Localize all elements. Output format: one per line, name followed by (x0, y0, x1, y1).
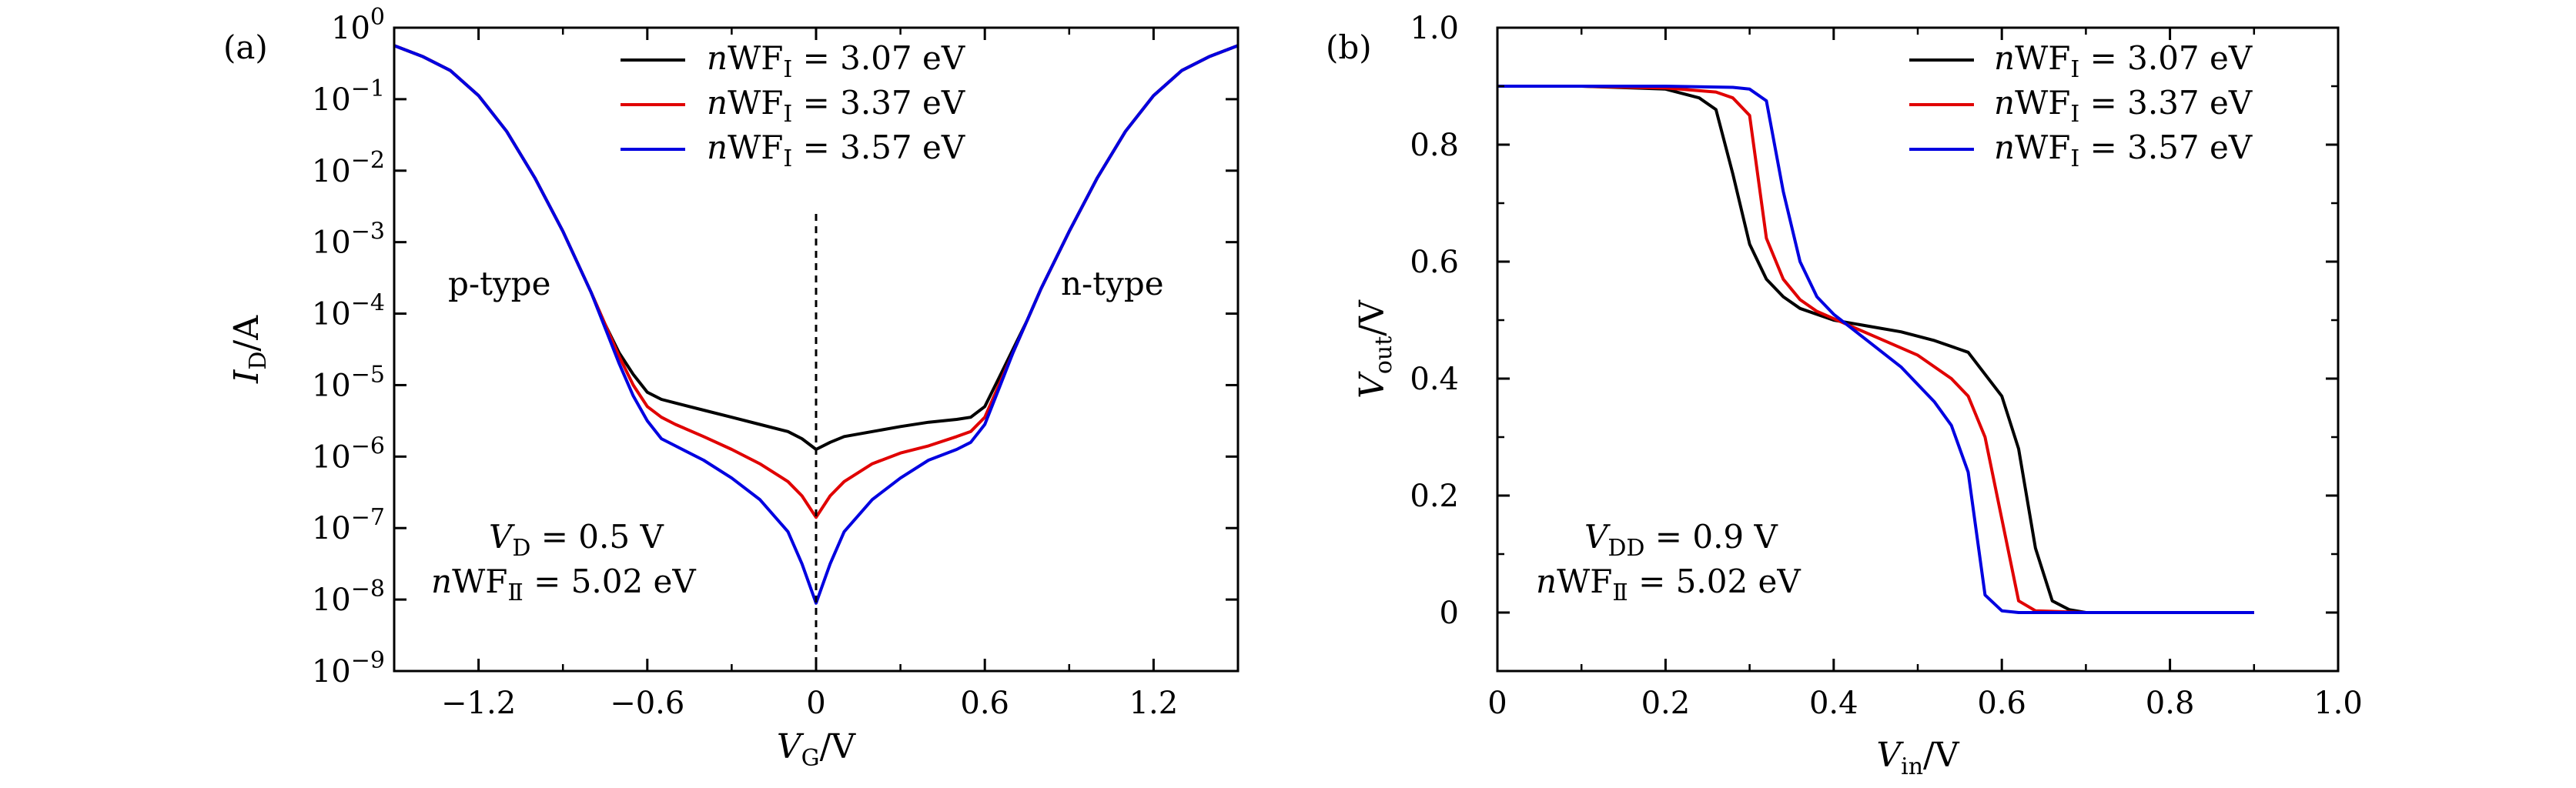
panel-b-y-tick-label: 0.4 (1410, 362, 1459, 397)
panel-b-series-line-1 (1497, 85, 2254, 614)
panel-a-y-tick-label: 10−2 (312, 147, 385, 189)
panel-b-legend-label-1: nWFI = 3.07 eV (1994, 39, 2253, 83)
panel-a-condition-wf2: nWFⅡ = 5.02 eV (431, 563, 696, 606)
panel-a-label: (a) (223, 28, 268, 66)
panel-a-y-tick-label: 100 (331, 4, 385, 46)
panel-a-legend-label-1: nWFI = 3.07 eV (707, 39, 965, 83)
svg-text:nWFⅡ = 5.02 eV: nWFⅡ = 5.02 eV (431, 563, 696, 606)
panel-b-series-line-3 (1497, 85, 2254, 614)
svg-text:VG/V: VG/V (777, 727, 857, 772)
panel-a-y-tick-label: 10−9 (312, 647, 385, 690)
panel-b-y-tick-label: 1.0 (1410, 11, 1459, 46)
panel-a-y-tick-label: 10−7 (312, 504, 385, 546)
panel-a-condition-vd: VD = 0.5 V (489, 518, 664, 562)
panel-b-x-tick-label: 0 (1487, 686, 1507, 721)
panel-a-y-tick-label: 10−3 (312, 219, 385, 261)
panel-b-y-tick-label: 0.6 (1410, 245, 1459, 280)
p-type-label: p-type (448, 265, 550, 302)
panel-b-label: (b) (1326, 28, 1372, 66)
svg-text:nWFⅡ = 5.02 eV: nWFⅡ = 5.02 eV (1536, 563, 1801, 606)
svg-text:VDD = 0.9 V: VDD = 0.9 V (1584, 518, 1778, 562)
panel-a-y-tick-label: 10−8 (312, 576, 385, 618)
panel-b-condition-vdd: VDD = 0.9 V (1584, 518, 1778, 562)
svg-text:Vout/V: Vout/V (1353, 299, 1397, 399)
panel-b-y-tick-label: 0 (1440, 596, 1459, 631)
panel-b-x-axis-label: Vin/V (1876, 736, 1960, 780)
panel-a-legend-label-3: nWFI = 3.57 eV (707, 129, 965, 172)
panel-a-series-line-3 (393, 44, 1239, 605)
panel-b-x-tick-label: 0.4 (1809, 686, 1858, 721)
n-type-label: n-type (1061, 265, 1164, 302)
panel-b-legend-label-3: nWFI = 3.57 eV (1994, 129, 2253, 172)
svg-text:ID/A: ID/A (227, 315, 272, 384)
panel-b-x-tick-label: 1.0 (2313, 686, 2363, 721)
panel-b-condition-wf2: nWFⅡ = 5.02 eV (1536, 563, 1801, 606)
panel-b-y-axis-label: Vout/V (1353, 299, 1397, 399)
panel-a-x-tick-label: −1.2 (441, 686, 516, 721)
panel-b-chart: (b) 0 0.2 0.4 0.6 0.8 1.0 0 0.2 0.4 0.6 0.8 1.0 Vin… (1326, 11, 2363, 780)
panel-a-y-tick-label: 10−1 (312, 75, 385, 118)
panel-a-y-tick-label: 10−6 (312, 432, 385, 475)
panel-a-x-tick-label: 0.6 (960, 686, 1009, 721)
panel-b-legend-label-2: nWFI = 3.37 eV (1994, 84, 2253, 128)
panel-a-y-tick-label: 10−5 (312, 361, 385, 403)
panel-b-x-tick-label: 0.2 (1641, 686, 1691, 721)
panel-b-series-line-2 (1497, 85, 2254, 614)
panel-b-y-tick-label: 0.2 (1410, 479, 1459, 514)
panel-a-x-axis-label: VG/V (777, 727, 857, 772)
panel-a-x-tick-label: −0.6 (610, 686, 684, 721)
panel-b-x-tick-label: 0.8 (2146, 686, 2195, 721)
svg-text:VD = 0.5 V: VD = 0.5 V (489, 518, 664, 562)
panel-a-chart: (a) −1.2 −0.6 0 0.6 1.2 100 10−1 10−2 10−3 10−4 10… (223, 4, 1239, 772)
panel-b-plot-frame (1496, 26, 2340, 673)
svg-text:Vin/V: Vin/V (1876, 736, 1960, 780)
panel-a-y-axis-label: ID/A (227, 315, 272, 384)
panel-a-legend-label-2: nWFI = 3.37 eV (707, 84, 965, 128)
panel-a-x-tick-label: 1.2 (1129, 686, 1179, 721)
panel-a-x-tick-label: 0 (806, 686, 825, 721)
panel-b-x-tick-label: 0.6 (1977, 686, 2026, 721)
panel-b-y-tick-label: 0.8 (1410, 128, 1459, 163)
panel-a-y-tick-label: 10−4 (312, 290, 385, 332)
